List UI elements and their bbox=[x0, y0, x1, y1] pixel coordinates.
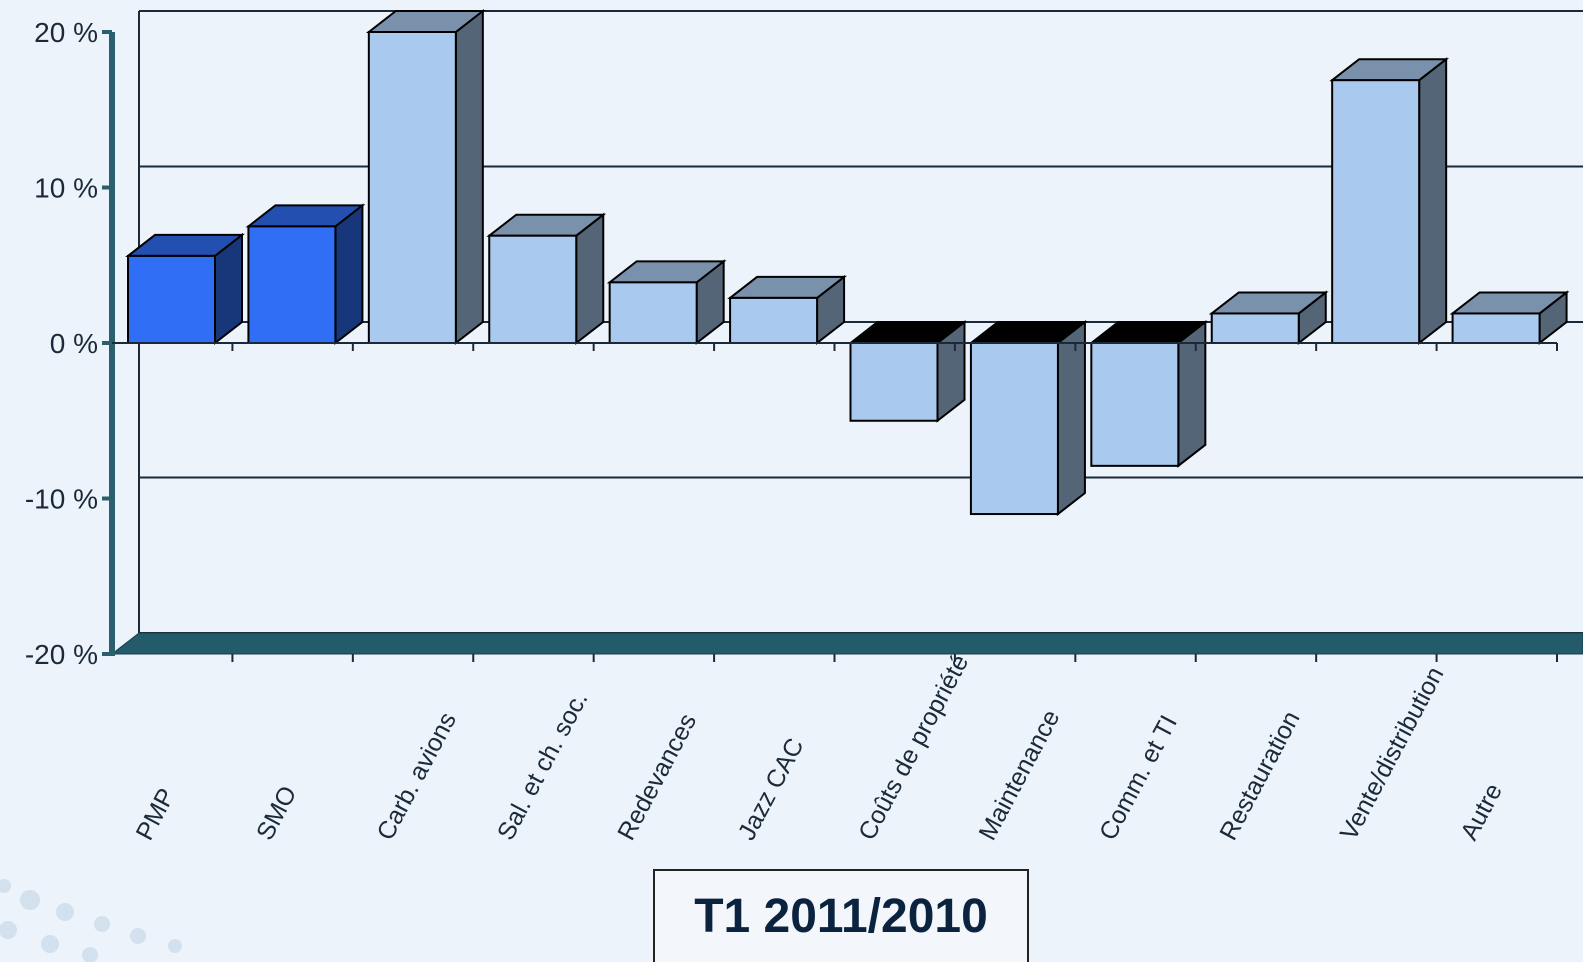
y-tick-label: 10 % bbox=[34, 173, 98, 204]
bar bbox=[1331, 79, 1421, 345]
bar bbox=[1090, 342, 1180, 467]
title-box bbox=[653, 869, 1029, 962]
bar bbox=[247, 225, 337, 344]
bar-side bbox=[334, 203, 364, 346]
bar bbox=[1451, 312, 1541, 344]
bar bbox=[849, 342, 939, 422]
x-tick-label: PMP bbox=[131, 784, 181, 845]
bar bbox=[608, 281, 698, 345]
x-tick-label: Maintenance bbox=[973, 705, 1065, 845]
x-tick-label: Vente/distribution bbox=[1335, 662, 1450, 844]
x-tick-label: Autre bbox=[1455, 779, 1508, 845]
bar bbox=[729, 296, 819, 344]
x-tick-label: Jazz CAC bbox=[733, 734, 810, 845]
bar-side bbox=[454, 8, 484, 346]
x-tick-label: Carb. avions bbox=[371, 708, 462, 845]
bar-side bbox=[1056, 319, 1086, 517]
bar bbox=[127, 254, 216, 344]
bars bbox=[125, 8, 1570, 517]
x-tick-label: Redevances bbox=[612, 709, 702, 845]
bar-side bbox=[575, 212, 605, 346]
x-tick-label: Comm. et TI bbox=[1094, 711, 1183, 845]
y-tick-label: 0 % bbox=[50, 328, 98, 359]
x-tick-label: Restauration bbox=[1214, 707, 1305, 845]
x-tick-label: Coûts de propriété bbox=[853, 650, 974, 845]
chart-title: T1 2011/2010 bbox=[694, 890, 988, 943]
x-tick-label: Sal. et ch. soc. bbox=[492, 687, 594, 845]
y-tick-label: -10 % bbox=[25, 484, 98, 515]
bar bbox=[367, 31, 457, 344]
bar bbox=[1210, 312, 1300, 344]
bar-side bbox=[1418, 57, 1448, 346]
bar bbox=[969, 342, 1059, 516]
decoration bbox=[0, 879, 182, 962]
bar bbox=[488, 234, 578, 344]
y-tick-label: 20 % bbox=[34, 17, 98, 48]
y-tick-label: -20 % bbox=[25, 639, 98, 670]
floor bbox=[110, 632, 1583, 655]
x-tick-label: SMO bbox=[251, 781, 302, 844]
